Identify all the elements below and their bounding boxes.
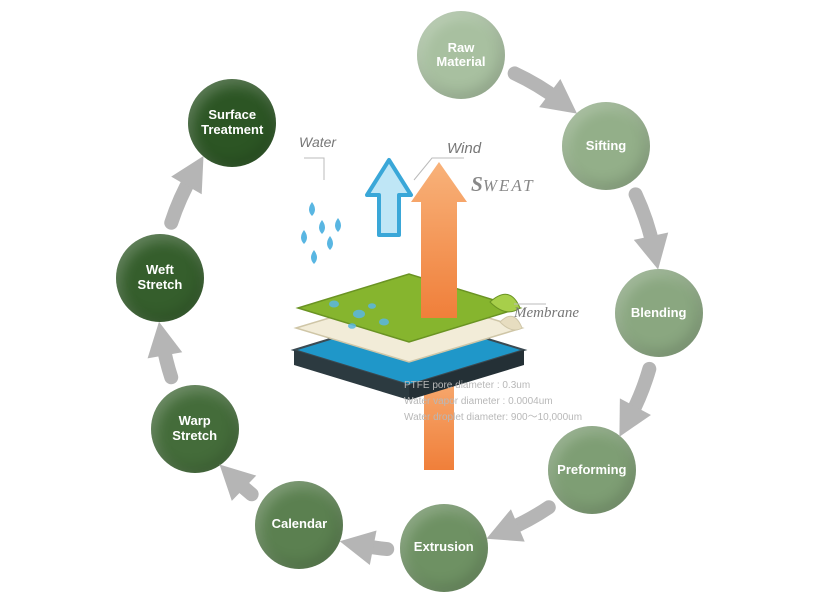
- process-node-label: Weft Stretch: [134, 259, 187, 297]
- membrane-label: Membrane: [514, 305, 579, 322]
- sweat-label: SWEAT: [471, 172, 535, 197]
- water-label: Water: [299, 134, 336, 150]
- process-node-weft-stretch: Weft Stretch: [116, 234, 204, 322]
- spec-text: PTFE pore diameter : 0.3umWater vapor di…: [404, 378, 582, 426]
- process-node-label: Preforming: [553, 459, 630, 482]
- process-node-raw-material: Raw Material: [417, 11, 505, 99]
- process-node-extrusion: Extrusion: [400, 504, 488, 592]
- spec-line1: PTFE pore diameter : 0.3um: [404, 378, 582, 394]
- spec-line2: Water vapor diameter : 0.0004um: [404, 394, 582, 410]
- process-node-label: Sifting: [582, 135, 630, 158]
- spec-line3: Water droplet diameter: 900～10,000um: [404, 410, 582, 426]
- process-node-label: Calendar: [268, 513, 332, 536]
- process-node-calendar: Calendar: [255, 481, 343, 569]
- process-node-label: Warp Stretch: [168, 410, 221, 448]
- process-node-preforming: Preforming: [548, 426, 636, 514]
- process-node-label: Blending: [627, 302, 691, 325]
- process-node-label: Surface Treatment: [197, 104, 267, 142]
- process-node-label: Extrusion: [410, 536, 478, 559]
- wind-label: Wind: [447, 140, 481, 157]
- process-node-warp-stretch: Warp Stretch: [151, 385, 239, 473]
- process-node-blending: Blending: [615, 269, 703, 357]
- process-node-label: Raw Material: [432, 37, 489, 75]
- process-node-sifting: Sifting: [562, 102, 650, 190]
